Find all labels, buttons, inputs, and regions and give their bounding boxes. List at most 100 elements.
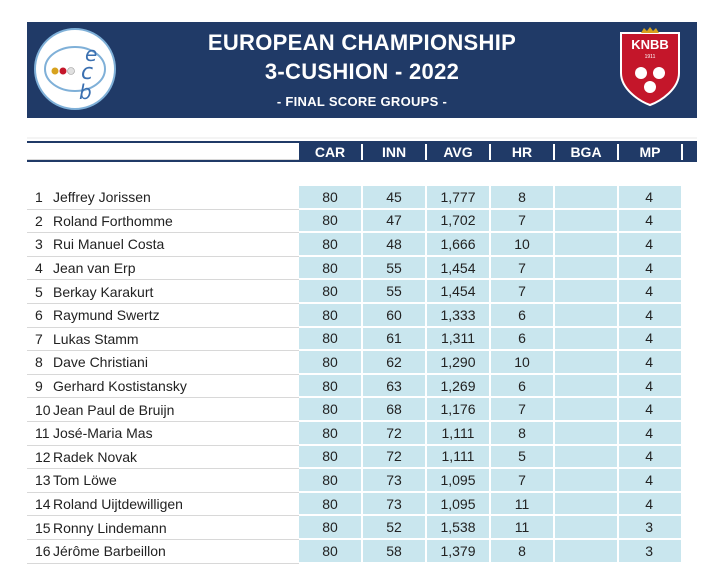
bga-cell [555,516,619,540]
rank: 5 [35,283,43,300]
svg-text:b: b [79,80,92,104]
player-name: Raymund Swertz [53,307,160,324]
svg-text:1911: 1911 [645,54,656,60]
table-row: 6 Raymund Swertz 80 60 1,333 6 4 [27,303,697,328]
mp-cell: 4 [619,256,683,281]
hr-cell: 5 [491,445,555,470]
col-bga: BGA [555,143,619,160]
hr-cell: 7 [491,280,555,304]
bga-cell [555,421,619,446]
player-name: Roland Uijtdewilligen [53,496,183,513]
table-row: 1 Jeffrey Jorissen 80 45 1,777 8 4 [27,186,697,210]
player-cell: 13 Tom Löwe [27,469,299,493]
ceb-logo: c e b [34,28,116,110]
car-cell: 80 [299,233,363,257]
bga-cell [555,327,619,352]
inn-cell: 72 [363,445,427,470]
player-cell: 6 Raymund Swertz [27,303,299,328]
inn-cell: 72 [363,421,427,446]
car-cell: 80 [299,351,363,375]
avg-cell: 1,333 [427,303,491,328]
table-row: 4 Jean van Erp 80 55 1,454 7 4 [27,256,697,281]
mp-cell: 4 [619,186,683,210]
player-cell: 1 Jeffrey Jorissen [27,186,299,210]
inn-cell: 62 [363,351,427,375]
hr-cell: 6 [491,303,555,328]
hr-cell: 10 [491,351,555,375]
avg-cell: 1,111 [427,445,491,470]
inn-cell: 63 [363,374,427,399]
score-table: PLAYERS CAR INN AVG HR BGA MP 1 Jeffrey J… [27,141,697,564]
rank: 15 [35,519,51,536]
table-row: 8 Dave Christiani 80 62 1,290 10 4 [27,351,697,375]
bga-cell [555,303,619,328]
rank: 2 [35,212,43,229]
car-cell: 80 [299,421,363,446]
mp-cell: 4 [619,209,683,234]
player-name: José-Maria Mas [53,425,153,442]
rank: 9 [35,378,43,395]
hr-cell: 11 [491,516,555,540]
header-banner: c e b EUROPEAN CHAMPIONSHIP 3-CUSHION - … [27,22,697,118]
car-cell: 80 [299,374,363,399]
player-cell: 15 Ronny Lindemann [27,516,299,540]
avg-cell: 1,269 [427,374,491,399]
bga-cell [555,351,619,375]
player-cell: 9 Gerhard Kostistansky [27,374,299,399]
table-row: 11 José-Maria Mas 80 72 1,111 8 4 [27,421,697,446]
player-name: Radek Novak [53,448,138,465]
header-spacer [27,162,697,186]
title-block: EUROPEAN CHAMPIONSHIP 3-CUSHION - 2022 -… [127,22,597,118]
inn-cell: 48 [363,233,427,257]
player-cell: 4 Jean van Erp [27,256,299,281]
svg-text:e: e [85,42,97,66]
rank: 11 [35,425,50,442]
mp-cell: 4 [619,445,683,470]
mp-cell: 4 [619,469,683,493]
mp-cell: 4 [619,421,683,446]
mp-cell: 4 [619,280,683,304]
table-row: 13 Tom Löwe 80 73 1,095 7 4 [27,469,697,493]
avg-cell: 1,379 [427,539,491,564]
bga-cell [555,233,619,257]
rank: 14 [35,496,51,513]
car-cell: 80 [299,492,363,517]
car-cell: 80 [299,539,363,564]
avg-cell: 1,311 [427,327,491,352]
car-cell: 80 [299,469,363,493]
col-hr: HR [491,143,555,160]
hr-cell: 7 [491,469,555,493]
bga-cell [555,398,619,422]
player-name: Lukas Stamm [53,330,139,347]
player-cell: 10 Jean Paul de Bruijn [27,398,299,422]
bga-cell [555,445,619,470]
car-cell: 80 [299,327,363,352]
hr-cell: 8 [491,421,555,446]
inn-cell: 45 [363,186,427,210]
hr-cell: 6 [491,327,555,352]
avg-cell: 1,290 [427,351,491,375]
rank: 7 [35,330,43,347]
player-name: Tom Löwe [53,472,117,489]
table-row: 15 Ronny Lindemann 80 52 1,538 11 3 [27,516,697,540]
inn-cell: 73 [363,492,427,517]
table-row: 2 Roland Forthomme 80 47 1,702 7 4 [27,209,697,234]
avg-cell: 1,538 [427,516,491,540]
player-name: Jeffrey Jorissen [53,189,151,206]
table-row: 14 Roland Uijtdewilligen 80 73 1,095 11 4 [27,492,697,517]
title-line2: 3-CUSHION - 2022 [264,59,460,84]
rank: 4 [35,260,43,277]
mp-cell: 4 [619,398,683,422]
inn-cell: 61 [363,327,427,352]
player-name: Ronny Lindemann [53,519,167,536]
inn-cell: 73 [363,469,427,493]
player-cell: 7 Lukas Stamm [27,327,299,352]
bga-cell [555,186,619,210]
rank: 8 [35,354,43,371]
table-row: 16 Jérôme Barbeillon 80 58 1,379 8 3 [27,539,697,564]
car-cell: 80 [299,186,363,210]
avg-cell: 1,454 [427,280,491,304]
mp-cell: 4 [619,374,683,399]
bga-cell [555,492,619,517]
rank: 10 [35,401,51,418]
